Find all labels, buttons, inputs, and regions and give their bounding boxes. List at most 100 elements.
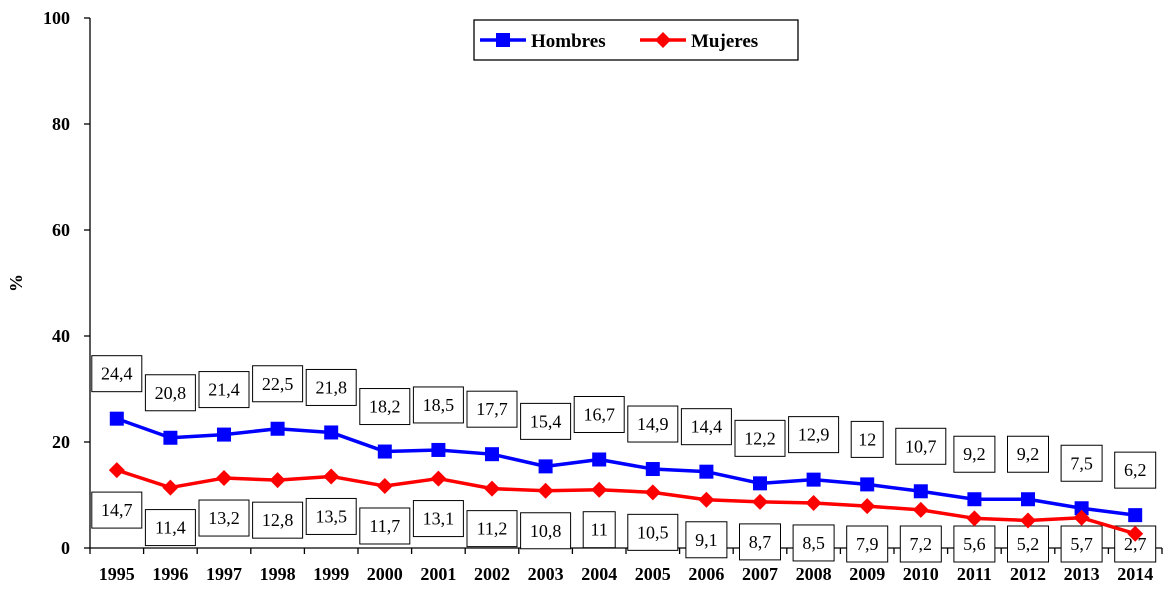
data-label-text: 14,9 [637,414,669,434]
y-tick-label: 60 [52,220,70,240]
data-label-text: 11 [591,520,608,540]
marker-hombres [806,472,821,487]
data-label: 9,2 [953,435,996,473]
data-label-text: 15,4 [530,411,562,431]
x-tick-label: 2006 [688,564,724,584]
marker-hombres [1021,492,1035,507]
x-tick-label: 2008 [796,564,832,584]
data-label-text: 11,2 [477,519,508,539]
data-label-box [91,491,143,529]
x-tick-label: 2001 [420,564,456,584]
data-label: 7,5 [1060,444,1103,482]
marker-mujeres [859,498,876,515]
data-label-box [582,511,616,549]
data-label: 15,4 [520,402,572,440]
data-label: 12,2 [734,419,786,457]
x-tick-label: 2014 [1117,564,1153,584]
marker-hombres [109,411,124,426]
series-lines [116,417,1136,536]
data-label-text: 9,2 [1017,444,1040,464]
data-label: 11,2 [466,510,518,548]
data-label: 18,2 [359,388,411,426]
x-tick-label: 1999 [313,564,349,584]
data-label-text: 12,8 [262,510,294,530]
marker-hombres [967,492,982,507]
marker-mujeres [108,462,125,479]
x-tick-label: 1997 [206,564,242,584]
y-tick-label: 20 [52,432,70,452]
data-label: 17,7 [466,390,518,428]
data-label-text: 22,5 [262,374,294,394]
marker-mujeres [430,470,447,487]
data-label-box [850,420,884,458]
data-label-box [627,405,679,443]
data-label-text: 16,7 [583,404,615,424]
data-label-box [739,523,781,561]
data-label-text: 10,5 [637,522,669,542]
data-label-box [412,500,464,538]
axes: 0 20 40 60 80 100% 1995 1996 1997 1998 1999 2000 200… [6,8,1163,584]
marker-hombres [592,452,607,467]
data-label-text: 12 [858,429,876,449]
data-label-text: 12,2 [744,428,776,448]
data-label-box [1007,525,1049,563]
data-label: 8,7 [739,523,781,561]
marker-mujeres [698,491,715,508]
data-label-text: 11,7 [369,516,400,536]
data-label: 13,1 [412,500,464,538]
data-label-box [359,507,411,545]
marker-hombres [217,427,231,442]
marker-mujeres [805,494,822,511]
data-label: 7,2 [899,525,942,563]
data-label: 5,6 [953,525,996,563]
data-label-box [305,497,357,535]
marker-hombres [324,425,339,440]
data-label-text: 24,4 [101,364,133,384]
data-label-text: 6,2 [1124,460,1147,480]
marker-hombres [163,430,178,445]
series-markers [108,411,1144,542]
marker-hombres [699,464,714,479]
marker-mujeres [1020,512,1036,529]
data-label: 20,8 [144,374,196,412]
marker-mujeres [591,481,608,498]
marker-hombres [860,477,875,492]
x-tick-label: 2011 [957,564,992,584]
data-label-box [899,525,942,563]
data-label: 6,2 [1114,451,1157,489]
data-label-text: 10,8 [530,521,562,541]
marker-mujeres [1073,509,1090,526]
data-label-box [788,416,840,454]
data-label: 8,5 [792,524,835,562]
data-label-box [1114,451,1157,489]
marker-mujeres [376,477,393,494]
y-axis-label: % [6,274,26,292]
series-line-hombres [116,417,1136,517]
data-label: 14,7 [91,491,143,529]
x-tick-label: 2004 [581,564,617,584]
data-label: 12,8 [252,501,304,539]
x-tick-label: 1998 [260,564,296,584]
marker-mujeres [537,482,554,499]
marker-hombres [753,476,767,491]
data-label-text: 10,7 [905,436,937,456]
data-label: 16,7 [573,395,625,433]
data-label: 13,5 [305,497,357,535]
data-label-box [1060,525,1103,563]
data-label-text: 7,5 [1070,453,1093,473]
x-tick-label: 1996 [152,564,188,584]
legend-marker-mujeres [655,32,671,48]
data-label: 5,2 [1007,525,1049,563]
x-tick-label: 2007 [742,564,778,584]
data-label-box [305,368,357,406]
data-label-box [846,525,889,563]
data-label: 9,1 [685,521,728,559]
marker-mujeres [912,501,929,518]
data-label-text: 9,2 [963,444,986,464]
data-label-text: 17,7 [476,399,508,419]
data-label-text: 13,5 [315,506,347,526]
data-label-box [198,371,250,409]
data-label: 22,5 [252,365,304,403]
data-label: 12 [850,420,884,458]
data-label-box [685,521,728,559]
